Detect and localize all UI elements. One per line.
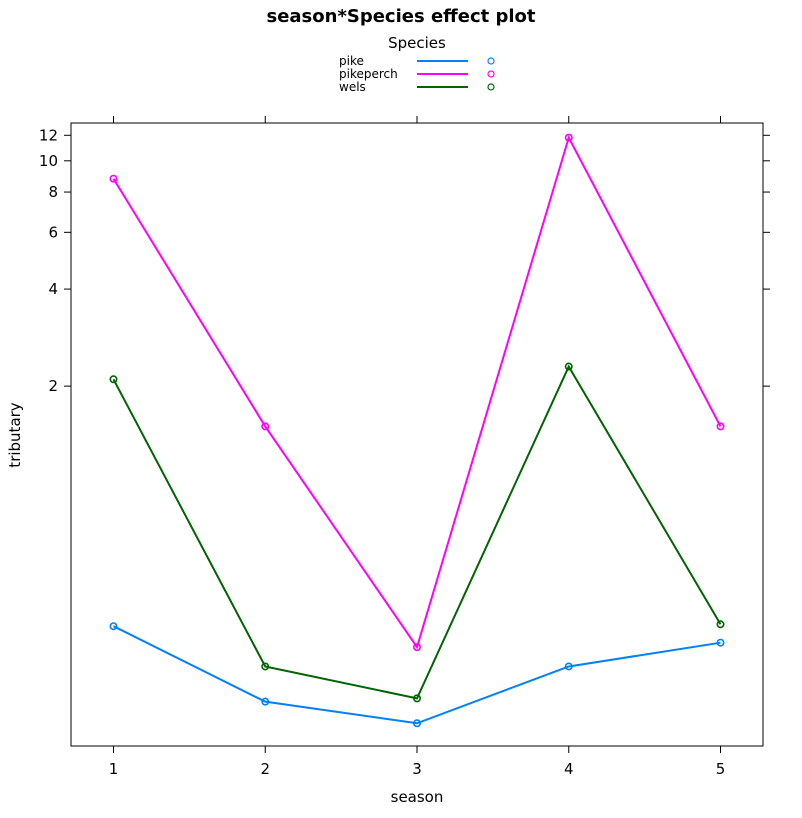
series-line-pike	[113, 625, 721, 725]
y-axis-label: tributary	[6, 402, 24, 467]
data-point-pike	[109, 622, 118, 631]
y-tick-label: 6	[48, 223, 58, 241]
x-tick-label: 3	[412, 760, 422, 778]
chart-title: season*Species effect plot	[266, 6, 535, 27]
x-axis: 1 2 3 4 5	[109, 116, 726, 778]
legend-label-pike: pike	[339, 54, 364, 68]
x-axis-label: season	[391, 788, 444, 806]
legend-label-wels: wels	[339, 80, 366, 94]
legend-title: Species	[388, 34, 446, 52]
data-point-pike	[716, 638, 725, 647]
legend-label-pikeperch: pikeperch	[339, 67, 398, 81]
x-tick-label: 2	[260, 760, 270, 778]
data-point-pike	[412, 719, 421, 728]
y-tick-label: 12	[39, 126, 58, 144]
data-point-pikeperch	[564, 133, 573, 142]
x-tick-label: 1	[109, 760, 119, 778]
legend-point-pike	[487, 57, 495, 65]
data-point-pikeperch	[716, 422, 725, 431]
x-tick-label: 4	[564, 760, 574, 778]
series-layer	[109, 133, 725, 728]
y-tick-label: 4	[48, 280, 58, 298]
data-point-wels	[412, 694, 421, 703]
data-point-pikeperch	[412, 643, 421, 652]
series-line-wels	[112, 364, 722, 700]
y-tick-label: 8	[48, 183, 58, 201]
data-point-wels	[564, 362, 573, 371]
x-tick-label: 5	[716, 760, 726, 778]
y-tick-label: 10	[39, 152, 58, 170]
legend-point-wels	[487, 83, 495, 91]
data-point-pikeperch	[261, 422, 270, 431]
data-point-pikeperch	[109, 174, 118, 183]
data-point-wels	[716, 620, 725, 629]
data-point-wels	[109, 375, 118, 384]
data-point-wels	[261, 662, 270, 671]
data-point-pike	[564, 662, 573, 671]
data-point-pike	[261, 697, 270, 706]
legend-point-pikeperch	[487, 70, 495, 78]
y-tick-label: 2	[48, 377, 58, 395]
series-line-pikeperch	[112, 134, 722, 650]
y-axis: 2 4 6 8 10 12	[39, 126, 770, 395]
